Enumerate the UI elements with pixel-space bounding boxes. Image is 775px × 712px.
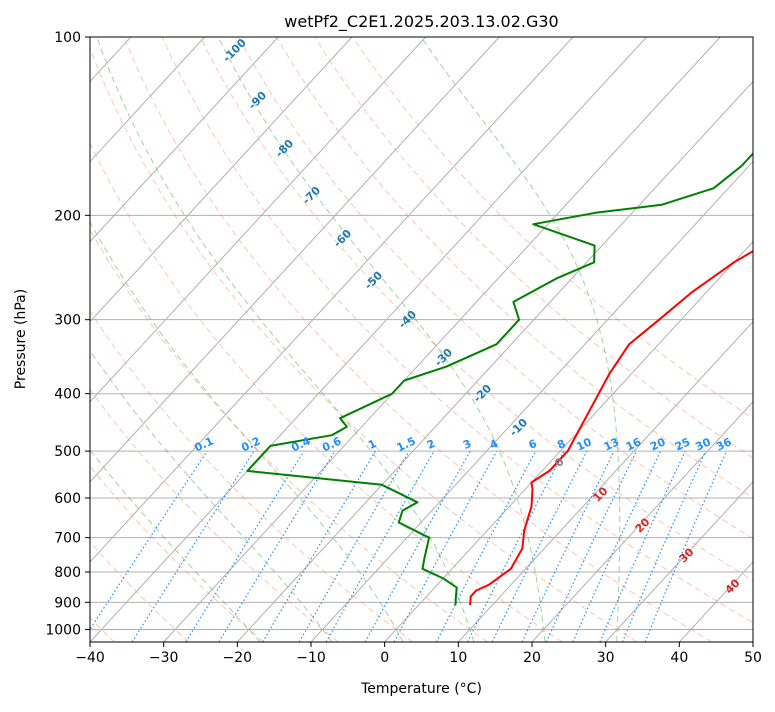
skewed-isotherm [163, 37, 721, 642]
dry-adiabats [90, 37, 753, 642]
mixing-ratio-label: 25 [673, 435, 692, 453]
x-tick-label: −40 [75, 650, 105, 666]
y-tick-label: 400 [54, 387, 81, 403]
mixing-ratio-line [393, 450, 498, 642]
mixing-ratio-label: 20 [648, 435, 668, 453]
skewed-isotherm [90, 37, 500, 483]
x-tick-label: −30 [149, 650, 179, 666]
dry-adiabat [90, 465, 264, 642]
axis-ticks: −40 −30 −20 −10 0 10 20 30 40 50 100 200 300 400 500 60… [45, 30, 762, 666]
moist-adiabat [217, 37, 546, 642]
y-tick-label: 100 [54, 30, 81, 46]
temperature-profile-line [469, 249, 753, 606]
x-tick-label: −10 [296, 650, 326, 666]
mixing-ratio-line [90, 450, 208, 631]
mixing-ratio-line [131, 450, 255, 642]
skewed-isotherm [90, 37, 205, 163]
dry-adiabat [276, 37, 753, 499]
skewed-isotherm [384, 240, 753, 642]
y-tick-label: 800 [54, 565, 81, 581]
y-tick-label: 1000 [45, 622, 81, 638]
moist-adiabat [90, 221, 404, 642]
skewed-isotherm [90, 37, 647, 642]
dry-adiabat [90, 46, 638, 642]
y-tick-label: 300 [54, 313, 81, 329]
dry-adiabat [90, 142, 563, 642]
mixing-ratio-line [466, 450, 565, 642]
mixing-ratio-line [599, 450, 686, 642]
dry-adiabat [90, 228, 488, 642]
skewed-isotherms [90, 37, 753, 642]
skewed-isotherm [605, 481, 753, 642]
y-tick-label: 900 [54, 595, 81, 611]
y-tick-label: 600 [54, 491, 81, 507]
skewed-isotherm [531, 401, 753, 642]
dry-adiabat [90, 541, 190, 642]
dry-adiabat [314, 37, 753, 459]
mixing-ratio-label: 16 [624, 435, 644, 453]
dry-adiabat [352, 37, 753, 420]
moist-adiabat [90, 349, 333, 642]
moist-adiabat [420, 37, 621, 642]
mixing-ratio-label: 13 [602, 435, 621, 453]
mixing-ratio-label: 30 [693, 435, 713, 453]
grid-layer [90, 37, 753, 630]
dry-adiabat [199, 37, 753, 581]
mixing-ratio-line [185, 450, 305, 642]
y-tick-label: 200 [54, 208, 81, 224]
mixing-ratio-line [621, 450, 707, 642]
skewed-isotherm [310, 160, 753, 642]
y-axis-label: Pressure (hPa) [13, 289, 29, 389]
skewed-isotherm [90, 37, 279, 243]
profile-lines [246, 152, 753, 606]
x-tick-label: 0 [380, 650, 389, 666]
x-tick-label: 50 [744, 650, 762, 666]
mixing-ratio-line [644, 450, 728, 642]
x-tick-label: 20 [523, 650, 541, 666]
mixing-ratio-line [491, 450, 588, 642]
moist-adiabat [96, 37, 475, 642]
skewed-isotherm [457, 320, 753, 642]
skewed-isotherm [90, 37, 426, 403]
mixing-ratio-line [218, 450, 336, 642]
x-tick-label: 40 [670, 650, 688, 666]
mixing-ratio-lines [90, 450, 728, 642]
mixing-ratio-line [325, 450, 435, 642]
x-tick-label: −20 [223, 650, 253, 666]
chart-title: wetPf2_C2E1.2025.203.13.02.G30 [284, 12, 558, 32]
dry-adiabat [123, 37, 712, 642]
dry-adiabat [161, 37, 753, 624]
x-tick-label: 10 [449, 650, 467, 666]
plot-frame [89, 36, 754, 643]
dewpoint-profile-line [246, 152, 753, 606]
mixing-ratio-line [364, 450, 471, 642]
skewed-isotherm [236, 80, 753, 642]
skewed-isotherm [90, 37, 353, 323]
x-axis-label: Temperature (°C) [360, 681, 482, 697]
mixing-ratio-label: 36 [714, 435, 734, 453]
moist-adiabats [90, 37, 621, 642]
y-tick-label: 500 [54, 444, 81, 460]
mixing-ratio-label: 10 [574, 435, 594, 453]
y-tick-label: 700 [54, 531, 81, 547]
skewed-isotherm [90, 37, 574, 563]
x-tick-label: 30 [597, 650, 615, 666]
